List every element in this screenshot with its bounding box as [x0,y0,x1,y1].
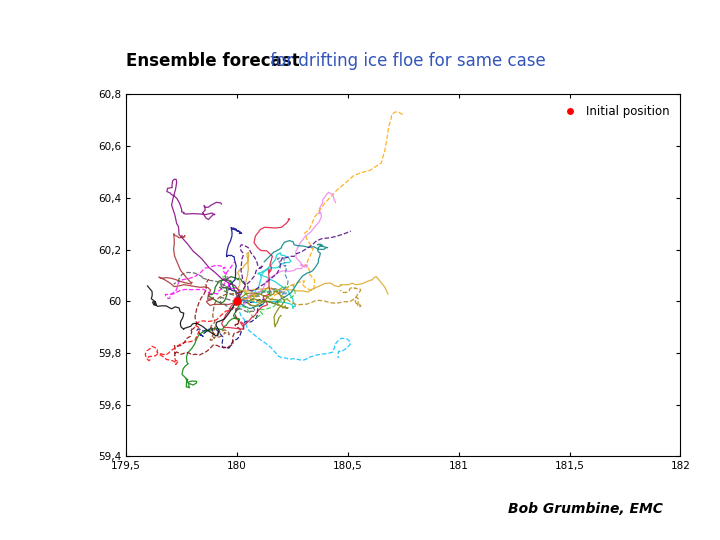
Text: Bob Grumbine, EMC: Bob Grumbine, EMC [508,502,662,516]
Text: for drifting ice floe for same case: for drifting ice floe for same case [265,52,546,70]
Legend: Initial position: Initial position [553,100,675,123]
Text: Ensemble forecast: Ensemble forecast [126,52,300,70]
